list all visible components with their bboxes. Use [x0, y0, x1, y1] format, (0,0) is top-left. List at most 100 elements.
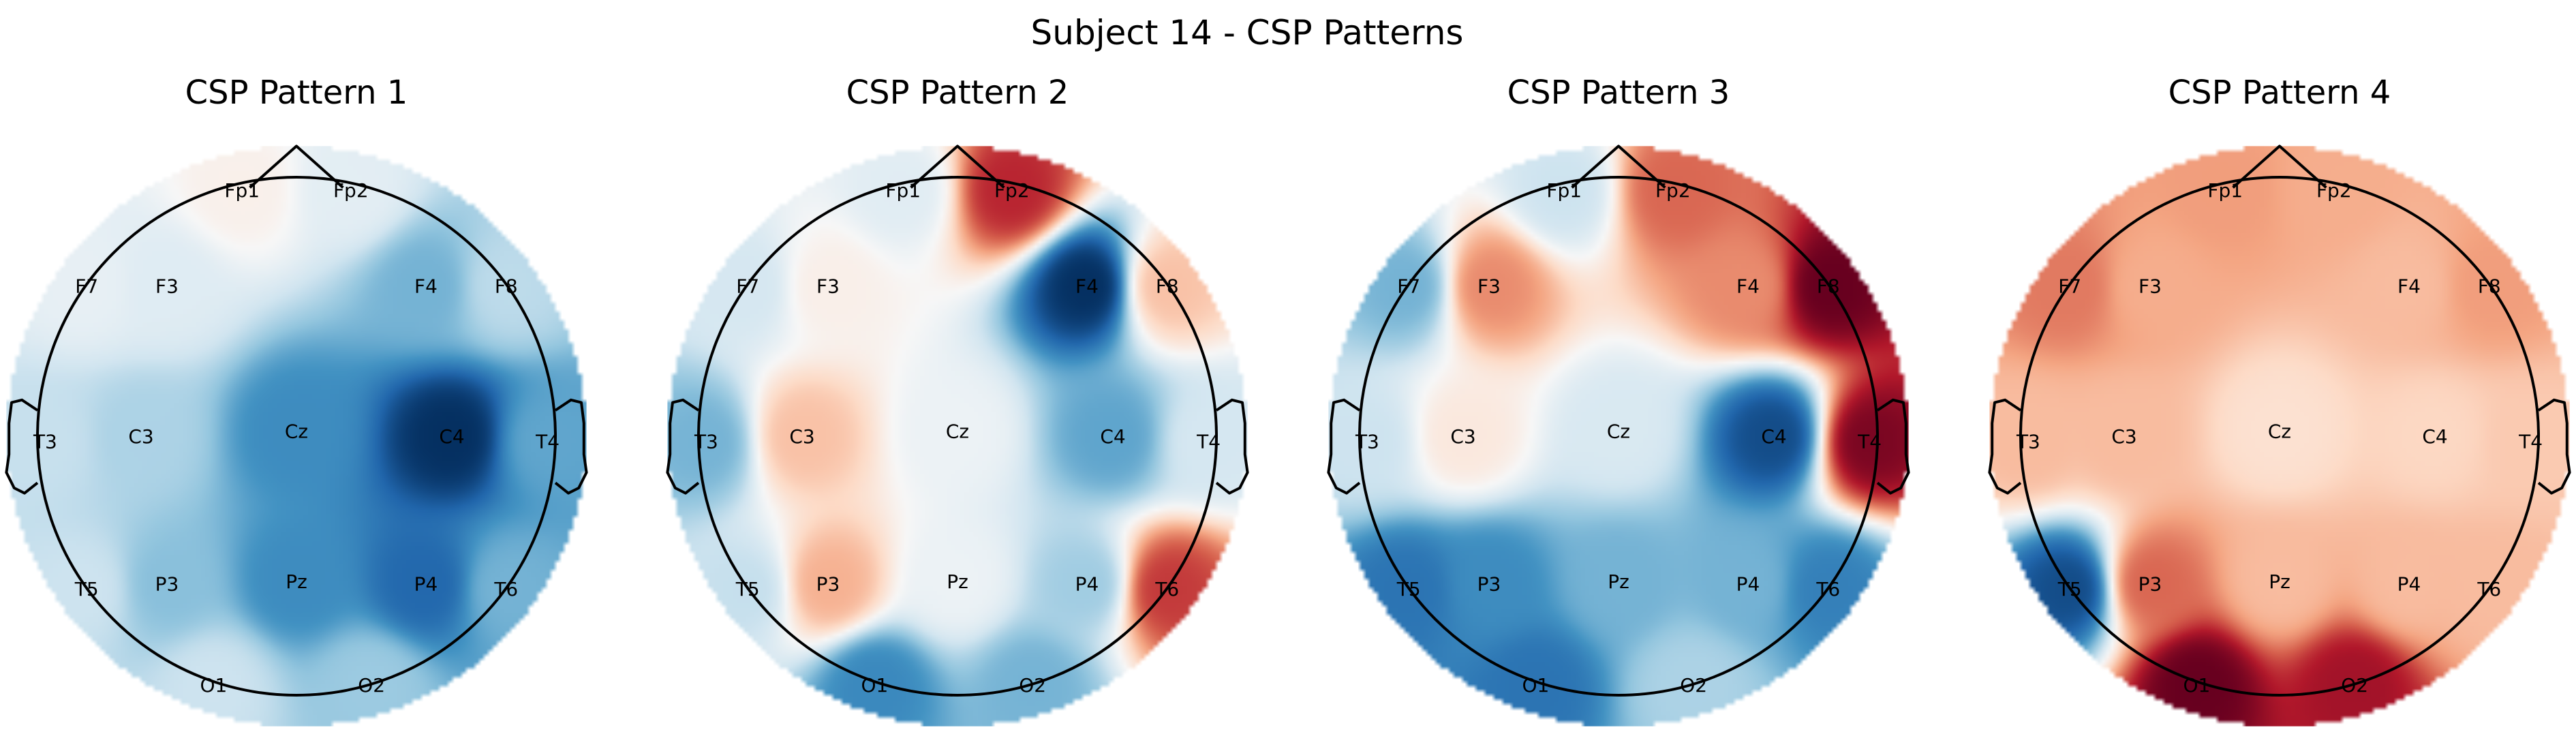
electrode-label: Cz — [2268, 420, 2291, 442]
nose-outline — [2232, 144, 2327, 189]
electrode-label: O2 — [1680, 674, 1707, 697]
nose-outline — [1571, 144, 1666, 189]
electrode-label: T4 — [535, 431, 559, 453]
topomap-title: CSP Pattern 4 — [2168, 74, 2391, 112]
head-outline — [697, 176, 1218, 697]
electrode-label: F4 — [1075, 275, 1099, 298]
figure-title: Subject 14 - CSP Patterns — [1031, 13, 1464, 52]
electrode-label: Pz — [1608, 570, 1629, 593]
electrode-label: O1 — [1522, 674, 1549, 697]
electrode-label: O2 — [1019, 674, 1046, 697]
electrode-label: Pz — [947, 570, 968, 593]
electrode-label: O2 — [358, 674, 385, 697]
electrode-label: C4 — [439, 425, 464, 448]
electrode-label: F8 — [2478, 275, 2501, 298]
topomap-title: CSP Pattern 3 — [1507, 74, 1730, 112]
electrode-label: T6 — [493, 578, 518, 600]
electrode-label: P4 — [414, 573, 438, 596]
electrode-label: F3 — [155, 275, 179, 298]
electrode-label: C3 — [789, 425, 814, 448]
electrode-label: F7 — [75, 275, 98, 298]
electrode-label: O1 — [200, 674, 227, 697]
electrode-label: Fp1 — [2207, 179, 2243, 202]
electrode-label: T5 — [74, 578, 99, 600]
electrode-label: O2 — [2341, 674, 2368, 697]
electrode-label: C4 — [1761, 425, 1786, 448]
right-ear-outline — [2537, 398, 2571, 495]
electrode-label: P4 — [2397, 573, 2421, 596]
electrode-label: Cz — [1607, 420, 1630, 442]
head-outline — [2019, 176, 2540, 697]
electrode-label: T5 — [735, 578, 760, 600]
electrode-label: Fp2 — [1655, 179, 1691, 202]
nose-outline — [249, 144, 344, 189]
electrode-label: T3 — [694, 431, 718, 453]
electrode-label: Fp2 — [333, 179, 369, 202]
left-ear-outline — [666, 398, 700, 495]
electrode-label: C4 — [1100, 425, 1125, 448]
left-ear-outline — [1988, 398, 2022, 495]
electrode-label: F8 — [495, 275, 518, 298]
electrode-label: C3 — [128, 425, 153, 448]
electrode-label: T3 — [1355, 431, 1379, 453]
electrode-label: Pz — [286, 570, 307, 593]
electrode-label: P4 — [1075, 573, 1099, 596]
topomap-field — [1328, 146, 1909, 727]
electrode-label: Fp2 — [994, 179, 1030, 202]
electrode-label: Fp1 — [885, 179, 921, 202]
electrode-label: T6 — [1815, 578, 1840, 600]
electrode-label: F4 — [414, 275, 438, 298]
electrode-label: F3 — [1477, 275, 1501, 298]
topomap-field — [1989, 146, 2570, 727]
electrode-label: F7 — [2058, 275, 2081, 298]
topomap-field — [6, 146, 587, 727]
electrode-label: Cz — [946, 420, 969, 442]
head-outline — [36, 176, 557, 697]
right-ear-outline — [1876, 398, 1910, 495]
electrode-label: T5 — [2057, 578, 2082, 600]
electrode-label: Cz — [285, 420, 308, 442]
topomap-2: CSP Pattern 2 Fp1 Fp2 F7 F3 F4 F8 T3 C3 Cz C4 T4 T5 P… — [666, 74, 1249, 727]
electrode-label: P3 — [816, 573, 840, 596]
right-ear-outline — [1215, 398, 1249, 495]
left-ear-outline — [5, 398, 39, 495]
head-outline — [1358, 176, 1879, 697]
electrode-label: T3 — [2016, 431, 2040, 453]
right-ear-outline — [554, 398, 588, 495]
electrode-label: T4 — [1857, 431, 1882, 453]
electrode-label: Fp2 — [2316, 179, 2352, 202]
electrode-label: T4 — [2518, 431, 2543, 453]
electrode-label: F3 — [2138, 275, 2162, 298]
electrode-label: Pz — [2269, 570, 2290, 593]
electrode-label: T3 — [33, 431, 57, 453]
left-ear-outline — [1327, 398, 1361, 495]
electrode-label: C3 — [1450, 425, 1475, 448]
nose-outline — [910, 144, 1005, 189]
electrode-label: O1 — [2183, 674, 2210, 697]
electrode-label: F4 — [1736, 275, 1760, 298]
topomap-field — [667, 146, 1248, 727]
topomap-title: CSP Pattern 2 — [846, 74, 1069, 112]
electrode-label: F8 — [1156, 275, 1179, 298]
electrode-label: F4 — [2397, 275, 2421, 298]
topomap-3: CSP Pattern 3 Fp1 Fp2 F7 F3 F4 F8 T3 C3 Cz C4 T4 T5 P… — [1327, 74, 1910, 727]
electrode-label: T5 — [1396, 578, 1421, 600]
electrode-label: P4 — [1736, 573, 1760, 596]
electrode-label: F3 — [816, 275, 840, 298]
electrode-label: P3 — [2138, 573, 2162, 596]
electrode-label: T6 — [1154, 578, 1179, 600]
electrode-label: P3 — [155, 573, 179, 596]
electrode-label: O1 — [861, 674, 888, 697]
electrode-label: C3 — [2111, 425, 2136, 448]
electrode-label: F7 — [1397, 275, 1420, 298]
electrode-label: F8 — [1817, 275, 1840, 298]
topomap-title: CSP Pattern 1 — [185, 74, 408, 112]
electrode-label: P3 — [1477, 573, 1501, 596]
electrode-label: Fp1 — [1546, 179, 1582, 202]
electrode-label: F7 — [736, 275, 759, 298]
electrode-label: Fp1 — [224, 179, 260, 202]
topomap-1: CSP Pattern 1 Fp1 Fp2 F7 F3 F4 F8 T3 C3 Cz C4 T4 T5 P… — [5, 74, 588, 727]
topomap-4: CSP Pattern 4 Fp1 Fp2 F7 F3 F4 F8 T3 C3 Cz C4 T4 T5 P… — [1988, 74, 2571, 727]
electrode-label: T4 — [1196, 431, 1221, 453]
